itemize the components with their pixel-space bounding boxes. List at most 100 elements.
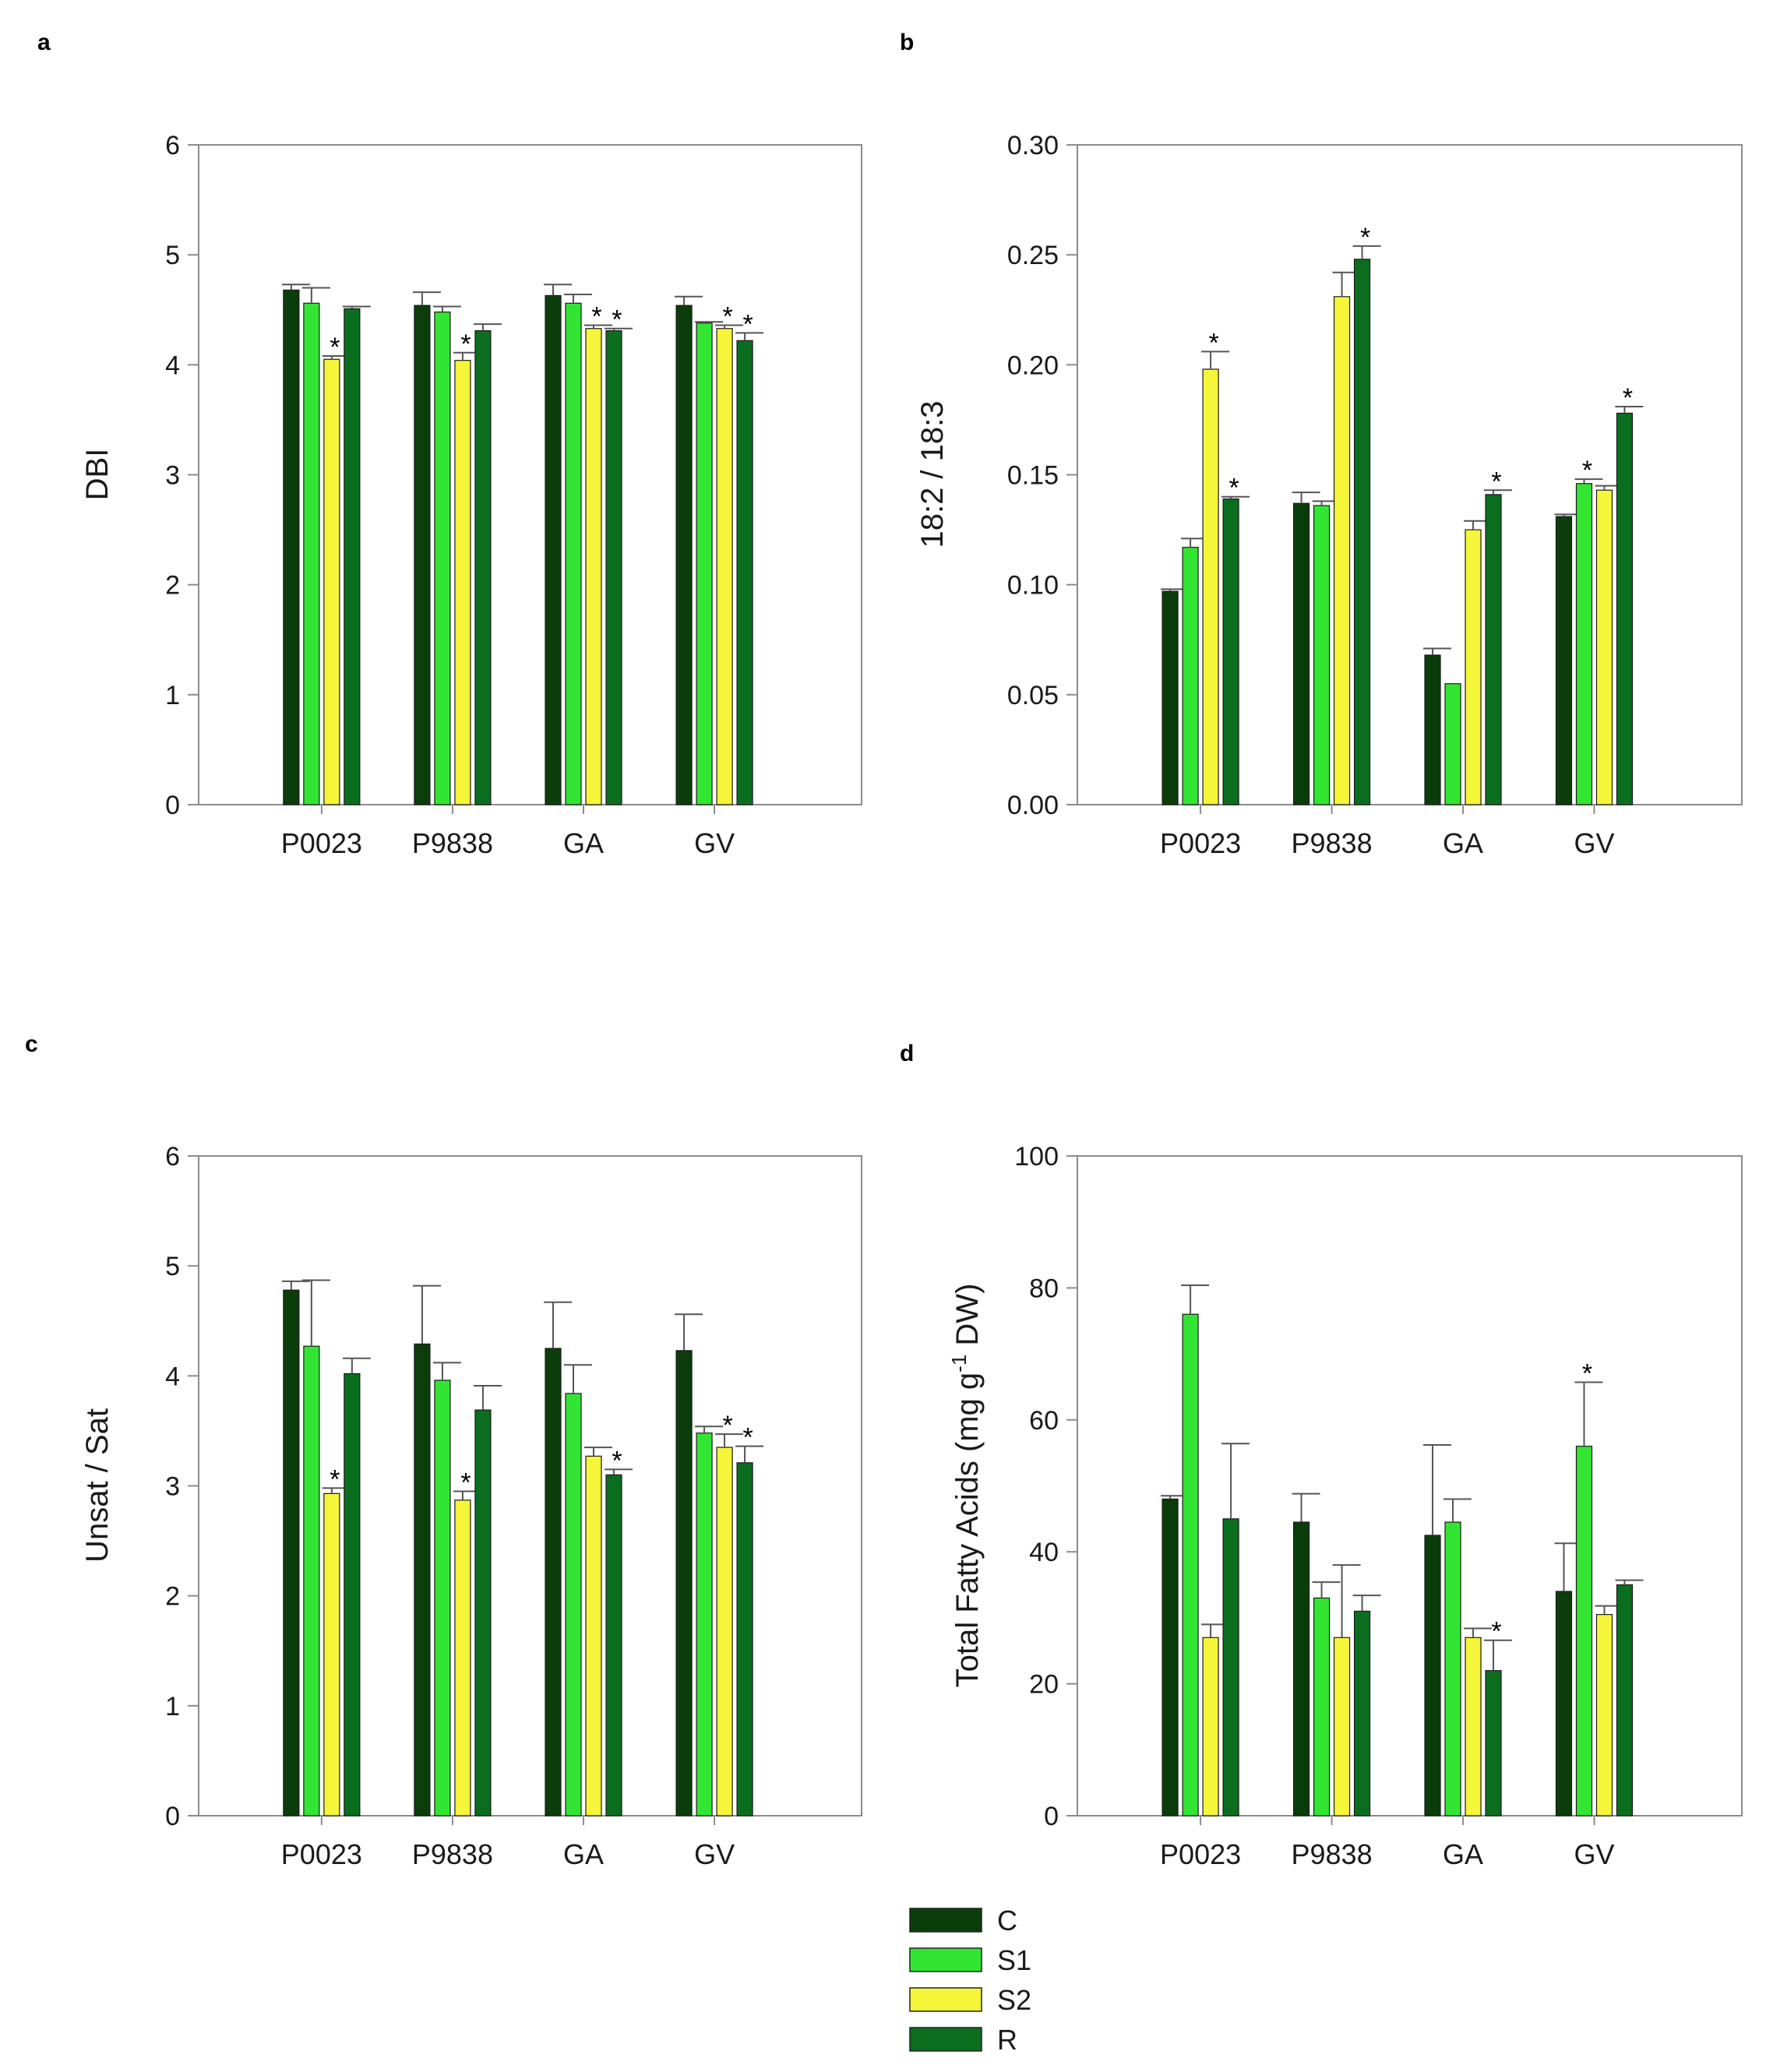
bar-C [1424,1535,1441,1817]
bar-S1 [303,302,320,805]
significance-star: * [722,302,732,332]
bar-S1 [696,1432,713,1817]
bar-S1 [565,302,582,805]
bar-R [736,340,753,805]
panel-a: a 0 1 2 3 4 5 6 DBI P0023 * P9838 * GA * * GV * * [37,30,862,859]
y-tick-label: 1 [165,681,180,710]
x-tick-label: GV [694,827,735,859]
panel-label-c: c [25,1031,38,1057]
y-tick-label: 4 [165,351,180,380]
bar-S1 [1182,1313,1199,1817]
bar-R [1485,494,1502,805]
x-tick-label: P0023 [281,1838,362,1870]
bar-S2 [585,328,602,805]
significance-star: * [1491,467,1501,496]
y-tick-label: 3 [165,461,180,491]
y-axis-label: Unsat / Sat [80,1408,115,1563]
significance-star: * [460,329,471,359]
significance-star: * [330,1464,340,1494]
x-tick-label: P0023 [1160,1838,1241,1870]
bar-S2 [716,1447,733,1817]
bar-S1 [1182,547,1199,805]
bar-S2 [1202,1637,1219,1817]
legend-label-S1: S1 [997,1944,1031,1976]
bar-R [1616,412,1634,805]
significance-star: * [722,1411,732,1440]
y-tick-label: 1 [165,1692,180,1721]
significance-star: * [591,302,601,332]
x-tick-label: P9838 [412,827,493,859]
y-tick-label: 5 [165,1252,180,1281]
bar-C [545,294,562,805]
bar-R [474,1409,492,1817]
bar-S1 [1444,683,1461,805]
bar-S2 [585,1455,602,1817]
bar-C [675,305,693,805]
bar-S1 [434,311,451,805]
panel-label-b: b [900,30,914,55]
significance-star: * [612,305,622,335]
legend-label-S2: S2 [997,1984,1031,2016]
bar-C [1292,1521,1310,1817]
bar-C [1555,1591,1573,1817]
bar-S1 [696,322,713,805]
y-tick-label: 2 [165,571,180,601]
panel-d: d 0 20 40 60 80 100 Total Fatty Acids (mg g-1 … [900,1041,1743,1870]
bar-S2 [1333,296,1351,805]
y-tick-label: 0.30 [1007,131,1059,160]
y-tick-label: 40 [1029,1538,1059,1567]
x-tick-label: GA [563,1838,604,1870]
significance-star: * [1491,1617,1501,1647]
y-axis-label-end: DW) [950,1284,985,1355]
significance-star: * [742,1423,753,1453]
bar-S1 [1313,1597,1331,1817]
x-tick-label: P0023 [1160,827,1241,859]
bar-R [605,1474,622,1817]
legend-label-R: R [997,2024,1017,2056]
y-tick-label: 0 [165,791,180,820]
y-tick-label: 60 [1029,1406,1059,1436]
x-tick-label: P9838 [1292,1838,1373,1870]
y-tick-label: 0 [1044,1802,1059,1831]
bar-S1 [303,1345,320,1817]
bar-C [414,1343,431,1817]
panel-b: b 0.00 0.05 0.10 0.15 0.20 0.25 0.30 18:2 / 18:… [900,30,1743,859]
bar-R [1222,1518,1239,1817]
y-axis-label: DBI [80,449,115,501]
bar-C [1161,590,1179,805]
y-tick-label: 100 [1014,1142,1059,1172]
bar-R [344,308,361,805]
bar-S2 [454,360,471,805]
bar-S1 [565,1393,582,1817]
plot-frame [1077,1155,1743,1817]
bar-S1 [1575,1446,1593,1817]
y-tick-label: 6 [165,1142,180,1172]
bar-R [1616,1584,1634,1817]
significance-star: * [612,1446,622,1475]
legend-swatch-R [909,2027,982,2052]
x-tick-label: P9838 [412,1838,493,1870]
y-tick-label: 80 [1029,1274,1059,1303]
y-axis-label-superscript: -1 [947,1355,971,1373]
significance-star: * [742,309,753,339]
y-axis-label: Total Fatty Acids (mg g-1 DW) [947,1284,985,1688]
x-tick-label: GA [1443,827,1483,859]
y-tick-label: 2 [165,1582,180,1612]
y-tick-label: 6 [165,131,180,160]
bar-S2 [1595,489,1613,805]
bar-C [1424,654,1441,805]
x-tick-label: GA [1443,1838,1483,1870]
y-tick-label: 0.15 [1007,461,1059,491]
bar-R [1222,498,1239,805]
significance-star: * [460,1468,471,1498]
y-axis-label: 18:2 / 18:3 [915,400,950,548]
y-tick-label: 0.00 [1007,791,1059,820]
x-tick-label: P0023 [281,827,362,859]
bar-R [344,1373,361,1817]
significance-star: * [1623,383,1633,413]
panel-label-a: a [37,30,51,55]
bar-C [545,1348,562,1817]
y-tick-label: 3 [165,1472,180,1502]
x-tick-label: GV [1574,827,1614,859]
significance-star: * [1582,456,1592,485]
